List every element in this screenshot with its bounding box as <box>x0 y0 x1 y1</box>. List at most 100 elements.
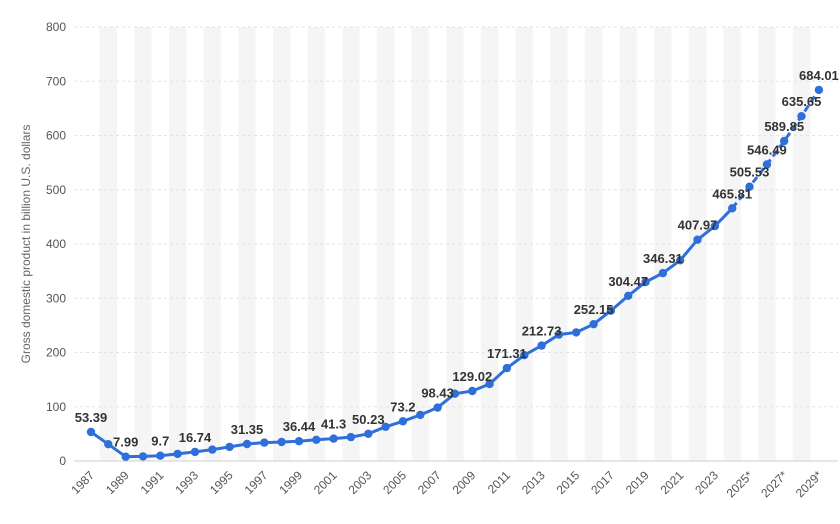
data-label: 684.01 <box>799 68 839 83</box>
y-tick-label: 500 <box>46 183 66 197</box>
y-tick-label: 700 <box>46 74 66 88</box>
column-band <box>584 27 603 461</box>
x-tick-label: 2029* <box>793 468 825 500</box>
y-tick-label: 800 <box>46 20 66 34</box>
data-point[interactable] <box>312 435 321 444</box>
data-point[interactable] <box>572 328 581 337</box>
y-axis-label: Gross domestic product in billion U.S. d… <box>19 125 33 364</box>
x-tick-label: 2017 <box>588 468 617 497</box>
data-label: 546.49 <box>747 143 787 158</box>
data-label: 50.23 <box>352 412 385 427</box>
data-point[interactable] <box>364 429 373 438</box>
y-tick-label: 600 <box>46 129 66 143</box>
data-point[interactable] <box>346 432 356 442</box>
x-tick-label: 2015 <box>554 468 583 497</box>
column-band <box>688 27 707 461</box>
data-point[interactable] <box>606 306 616 315</box>
data-point[interactable] <box>641 277 650 287</box>
x-tick-label: 2007 <box>415 468 444 497</box>
y-tick-label: 0 <box>59 454 66 468</box>
data-label: 212.73 <box>522 324 562 339</box>
gdp-series <box>86 85 824 461</box>
data-point[interactable] <box>156 451 165 460</box>
data-point[interactable] <box>225 442 234 452</box>
data-point[interactable] <box>762 160 772 169</box>
x-tick-label: 1989 <box>103 468 132 497</box>
data-point[interactable] <box>624 291 633 300</box>
data-label: 171.31 <box>487 346 527 361</box>
data-point[interactable] <box>797 112 806 121</box>
column-band <box>723 27 741 461</box>
data-point[interactable] <box>658 268 668 278</box>
data-point[interactable] <box>728 204 737 213</box>
data-point[interactable] <box>502 363 512 373</box>
data-label: 589.85 <box>764 119 804 134</box>
x-tick-label: 2009 <box>450 468 479 497</box>
data-point[interactable] <box>537 341 546 350</box>
data-point[interactable] <box>468 386 477 396</box>
y-tick-label: 300 <box>46 291 66 305</box>
data-point[interactable] <box>329 434 338 443</box>
x-tick-label: 2019 <box>623 468 652 497</box>
x-tick-label: 2013 <box>519 468 548 497</box>
data-point[interactable] <box>589 320 598 329</box>
data-label: 635.65 <box>782 94 822 109</box>
x-tick-label: 2021 <box>658 468 687 497</box>
data-point[interactable] <box>260 438 269 447</box>
data-point[interactable] <box>676 256 685 265</box>
data-label: 304.47 <box>608 274 648 289</box>
data-label: 252.15 <box>574 302 614 317</box>
data-point[interactable] <box>121 452 130 461</box>
column-band <box>550 27 568 461</box>
x-tick-label: 1997 <box>242 468 271 497</box>
data-label: 41.3 <box>321 417 346 432</box>
x-tick-label: 2027* <box>758 468 790 500</box>
data-label: 7.99 <box>113 435 138 450</box>
data-point[interactable] <box>710 221 720 231</box>
data-point[interactable] <box>86 427 96 437</box>
data-point[interactable] <box>294 437 304 446</box>
data-label: 31.35 <box>231 422 264 437</box>
y-tick-label: 100 <box>46 400 66 414</box>
x-tick-label: 2003 <box>346 468 375 497</box>
data-point[interactable] <box>520 351 529 360</box>
data-label: 53.39 <box>75 410 108 425</box>
data-label: 346.31 <box>643 251 683 266</box>
column-band <box>99 27 118 461</box>
data-label: 9.7 <box>151 434 169 449</box>
x-tick-label: 2005 <box>380 468 409 497</box>
data-point[interactable] <box>173 449 182 459</box>
data-point[interactable] <box>190 447 200 457</box>
data-point[interactable] <box>208 445 217 454</box>
data-label: 129.02 <box>452 369 492 384</box>
data-point[interactable] <box>693 235 702 244</box>
data-label: 16.74 <box>179 430 212 445</box>
data-point[interactable] <box>433 403 442 412</box>
y-tick-label: 200 <box>46 346 66 360</box>
data-point[interactable] <box>381 422 390 431</box>
data-point[interactable] <box>242 439 252 449</box>
x-tick-label: 2023 <box>692 468 721 497</box>
data-label: 465.81 <box>712 186 752 201</box>
data-point[interactable] <box>416 410 425 420</box>
data-label: 73.2 <box>390 399 415 414</box>
x-tick-label: 1995 <box>207 468 236 497</box>
data-point[interactable] <box>398 417 408 426</box>
data-label: 36.44 <box>283 419 316 434</box>
column-band <box>273 27 291 461</box>
data-point[interactable] <box>745 182 754 191</box>
data-point[interactable] <box>485 379 494 389</box>
data-point[interactable] <box>277 437 286 447</box>
data-point[interactable] <box>554 330 564 339</box>
data-point[interactable] <box>780 136 789 146</box>
x-tick-label: 2025* <box>724 468 756 500</box>
data-labels: 53.39 7.99 9.7 16.74 31.35 36.44 41.3 50.23 73.2… <box>75 68 839 450</box>
data-point[interactable] <box>450 389 460 398</box>
y-tick-label: 400 <box>46 237 66 251</box>
y-axis-tick-labels: 0 100 200 300 400 500 600 700 800 <box>46 20 66 468</box>
data-point[interactable] <box>814 85 824 95</box>
data-point[interactable] <box>138 452 148 461</box>
data-point[interactable] <box>104 440 113 449</box>
x-tick-label: 1993 <box>172 468 201 497</box>
